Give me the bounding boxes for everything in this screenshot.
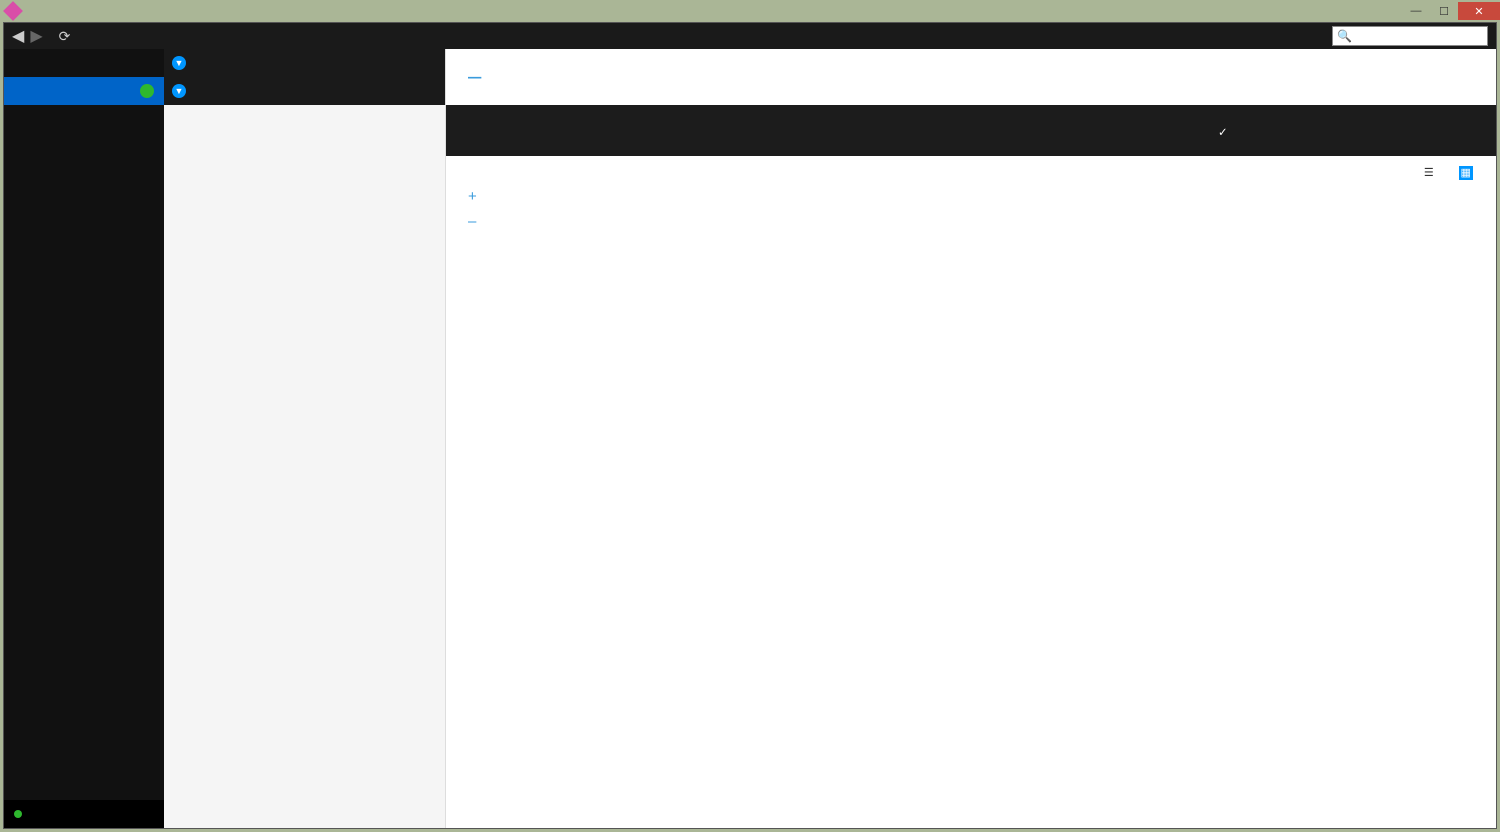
sidebar-item-apps[interactable] [4, 49, 164, 77]
secondary-sidebar: ▼ ▼ [164, 49, 446, 828]
view-switcher: ☰ ▦ [446, 156, 1496, 184]
search-icon: 🔍 [1337, 29, 1352, 43]
app-icon [3, 1, 23, 21]
page-title: – [446, 55, 1496, 105]
description-block: ✓ [446, 105, 1496, 156]
chevron-down-icon: ▼ [172, 56, 186, 70]
search-box[interactable]: 🔍 [1332, 26, 1488, 46]
meta-panel: ✓ [1218, 117, 1478, 142]
collapse-icon[interactable]: – [468, 63, 481, 90]
close-button[interactable]: ✕ [1458, 2, 1500, 20]
titlebar: — ☐ ✕ [0, 0, 1500, 22]
minimize-button[interactable]: — [1402, 2, 1430, 20]
sidebar-item-preferences[interactable] [4, 213, 164, 241]
plus-icon: + [468, 188, 482, 205]
list-icon: ☰ [1422, 166, 1436, 180]
primary-sidebar [4, 49, 164, 828]
user-footer[interactable] [4, 800, 164, 828]
solution-item[interactable] [164, 105, 445, 153]
list-view-button[interactable]: ☰ [1422, 166, 1441, 180]
status-dot-icon [14, 810, 22, 818]
samples-toggle[interactable]: – [446, 209, 1496, 234]
group-computer-networks[interactable]: ▼ [164, 49, 445, 77]
solutions-badge [140, 84, 154, 98]
check-icon: ✓ [1218, 125, 1228, 142]
content-area: – ✓ ☰ [446, 49, 1496, 828]
sidebar-item-about[interactable] [4, 185, 164, 213]
group-building-plans[interactable]: ▼ [164, 77, 445, 105]
toolbar: ◀ ▶ ⟳ 🔍 [4, 23, 1496, 49]
thumbnail-view-button[interactable]: ▦ [1459, 166, 1478, 180]
sidebar-item-updates[interactable] [4, 105, 164, 133]
sidebar-item-installed[interactable] [4, 133, 164, 161]
maximize-button[interactable]: ☐ [1430, 2, 1458, 20]
thumbnails-grid [446, 234, 1496, 254]
forward-button[interactable]: ▶ [30, 26, 42, 46]
solution-info-toggle[interactable]: + [446, 184, 1496, 209]
sidebar-item-solutions[interactable] [4, 77, 164, 105]
minus-icon: – [468, 213, 482, 230]
reload-button[interactable]: ⟳ [59, 28, 71, 45]
chevron-down-icon: ▼ [172, 84, 186, 98]
back-button[interactable]: ◀ [12, 26, 24, 46]
search-input[interactable] [1355, 30, 1483, 42]
grid-icon: ▦ [1459, 166, 1473, 180]
